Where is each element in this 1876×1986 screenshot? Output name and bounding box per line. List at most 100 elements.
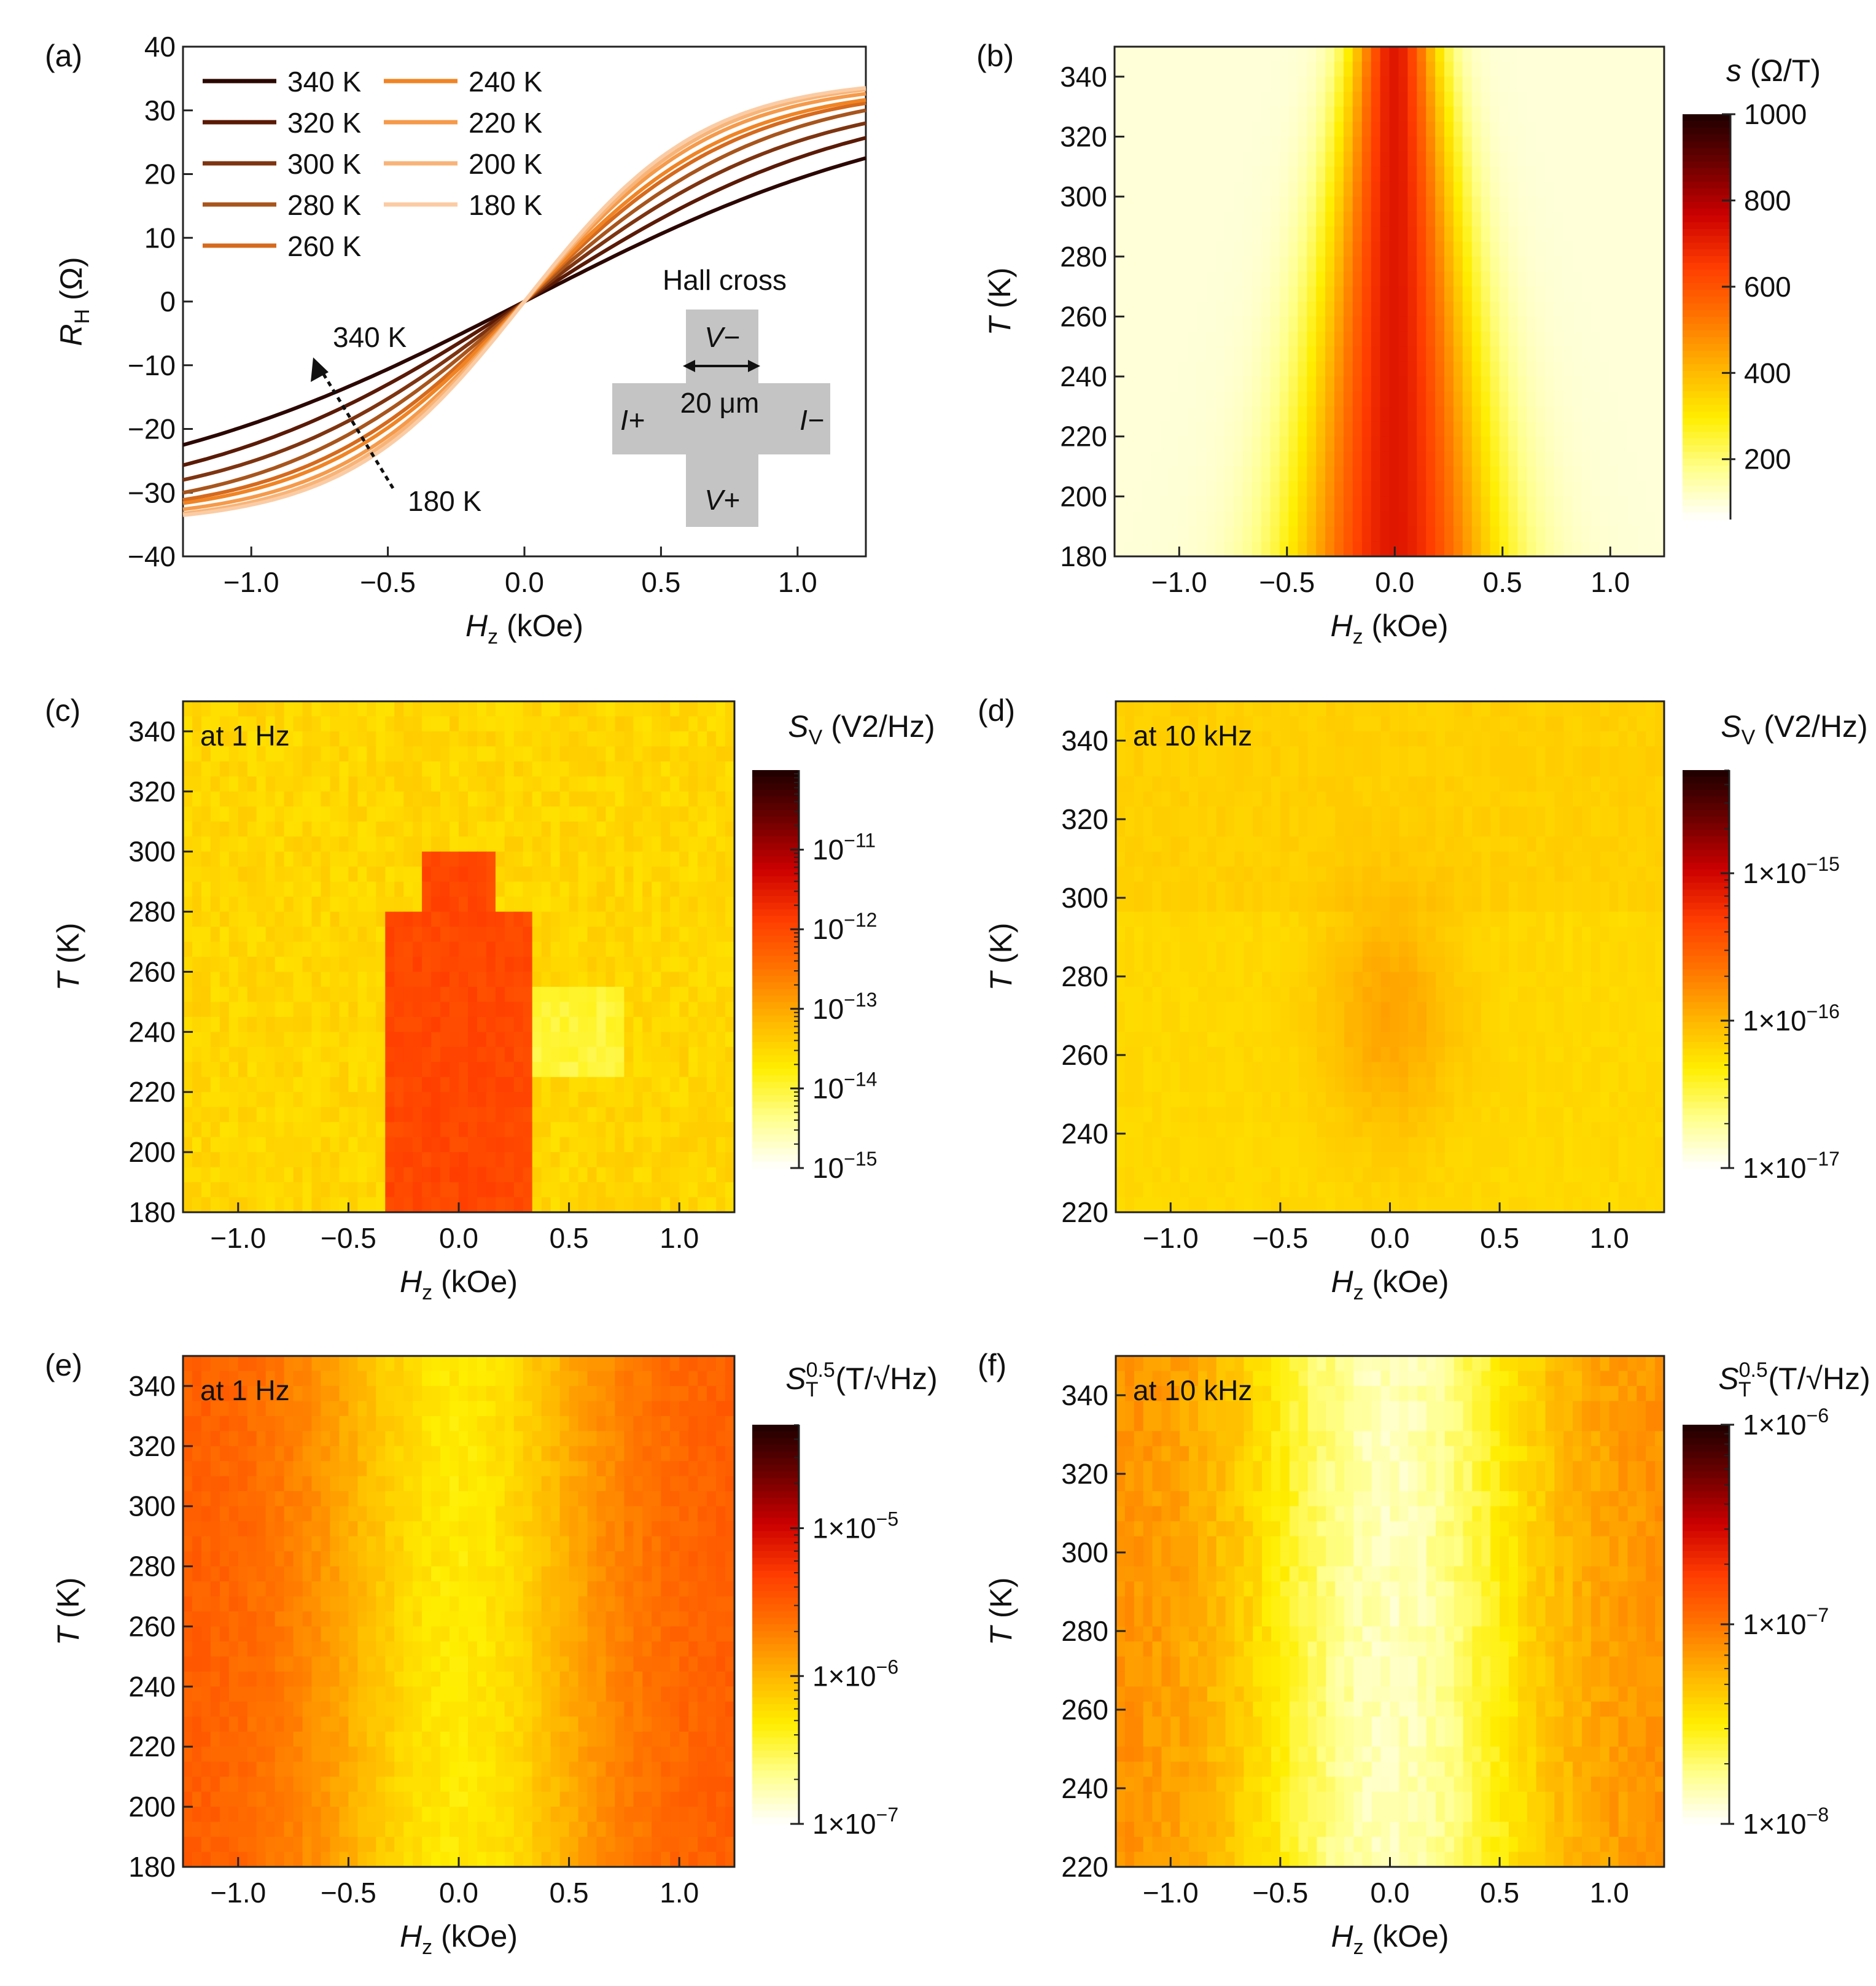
heatmap-cell [1325,197,1335,212]
heatmap-cell [1472,761,1482,777]
heatmap-cell [707,1016,717,1033]
heatmap-cell [1206,136,1216,152]
heatmap-cell [1508,211,1519,227]
heatmap-cell [1361,181,1372,197]
heatmap-cell [1271,746,1281,762]
heatmap-cell [1618,761,1629,777]
heatmap-cell [1280,821,1290,838]
heatmap-cell [1637,122,1646,138]
heatmap-cell [725,1046,735,1063]
heatmap-cell [513,806,524,822]
heatmap-cell [615,1092,625,1108]
heatmap-cell [1123,421,1134,437]
heatmap-cell [1279,316,1290,332]
heatmap-cell [1618,331,1629,347]
heatmap-cell [1233,331,1244,347]
heatmap-cell [1361,436,1372,452]
heatmap-cell [1536,331,1546,347]
heatmap-cell [265,911,276,927]
heatmap-cell [367,957,377,973]
heatmap-cell [1270,451,1280,467]
heatmap-cell [1178,136,1189,152]
heatmap-cell [688,701,698,717]
heatmap-cell [440,806,450,822]
heatmap-cell [1453,151,1463,168]
heatmap-cell [541,881,551,897]
heatmap-cell [1435,436,1445,452]
heatmap-cell [596,821,607,838]
heatmap-cell [450,1137,459,1153]
heatmap-cell [1316,526,1326,542]
heatmap-cell [1343,122,1353,138]
heatmap-cell [1490,166,1500,182]
heatmap-cell [587,1092,597,1108]
heatmap-cell [210,716,220,732]
heatmap-cell [642,1062,653,1078]
heatmap-cell [1325,496,1335,512]
heatmap-cell [633,941,644,957]
heatmap-cell [321,1122,331,1138]
heatmap-cell [302,897,313,913]
heatmap-cell [1637,701,1646,717]
heatmap-cell [1655,791,1665,808]
heatmap-cell [1417,331,1426,347]
heatmap-cell [725,1167,735,1183]
heatmap-cell [1609,331,1619,347]
heatmap-cell [1545,776,1555,792]
heatmap-cell [688,897,698,913]
heatmap-cell [1563,92,1573,107]
heatmap-cell [1600,302,1610,317]
heatmap-cell [1390,776,1400,792]
heatmap-cell [1334,451,1344,467]
heatmap-cell [1545,122,1555,138]
heatmap-cell [1288,511,1299,527]
heatmap-cell [1288,226,1299,243]
heatmap-cell [688,986,698,1003]
heatmap-cell [1197,361,1207,377]
heatmap-cell [1169,271,1180,287]
heatmap-cell [1435,821,1446,838]
heatmap-cell [1508,526,1519,542]
heatmap-cell [1225,731,1236,747]
heatmap-cell [1225,791,1236,808]
heatmap-cell [605,911,616,927]
heatmap-cell [284,881,294,897]
heatmap-cell [201,1002,211,1018]
heatmap-cell [1581,136,1592,152]
heatmap-cell [293,1137,303,1153]
heatmap-cell [1234,776,1245,792]
heatmap-cell [1279,136,1290,152]
heatmap-cell [1270,496,1280,512]
heatmap-cell [1481,466,1491,482]
heatmap-cell [559,761,570,777]
heatmap-cell [1426,466,1436,482]
heatmap-cell [1180,701,1189,717]
heatmap-cell [1609,821,1619,838]
heatmap-cell [394,1167,404,1183]
heatmap-cell [541,806,551,822]
heatmap-cell [661,746,671,762]
heatmap-cell [1444,436,1454,452]
heatmap-cell [541,1062,551,1078]
heatmap-cell [1453,541,1463,557]
heatmap-cell [1563,47,1573,63]
heatmap-cell [1472,791,1482,808]
tick-mantissa: 10 [812,1072,844,1104]
heatmap-cell [1481,806,1491,822]
heatmap-cell [1115,302,1124,317]
heatmap-cell [1481,151,1491,168]
heatmap-cell [1426,391,1436,407]
colorbar-segment [1683,310,1730,317]
heatmap-cell [357,791,368,808]
heatmap-cell [1444,496,1454,512]
heatmap-cell [1123,211,1134,227]
heatmap-cell [201,761,211,777]
heatmap-cell [587,1122,597,1138]
heatmap-cell [1371,716,1382,732]
heatmap-cell [394,941,404,957]
heatmap-cell [1444,761,1455,777]
heatmap-cell [1627,181,1637,197]
heatmap-cell [1417,436,1426,452]
heatmap-cell [1453,166,1463,182]
heatmap-cell [569,776,579,792]
